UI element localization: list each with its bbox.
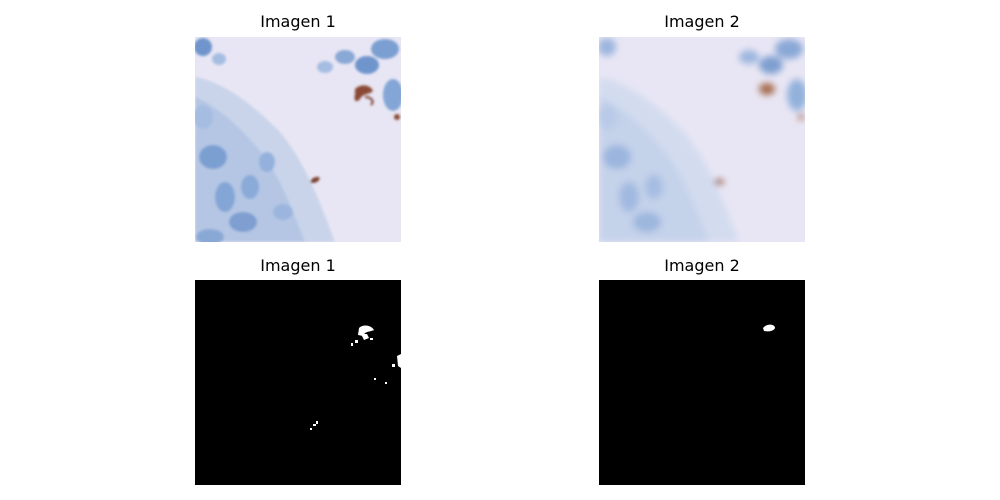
binary-mask-1 [195, 280, 401, 485]
panel-title-bottom-left: Imagen 1 [260, 256, 336, 275]
histology-image-1 [195, 37, 401, 242]
histology-image-2 [599, 37, 805, 242]
panel-title-top-right: Imagen 2 [664, 12, 740, 31]
panel-title-bottom-right: Imagen 2 [664, 256, 740, 275]
panel-title-top-left: Imagen 1 [260, 12, 336, 31]
binary-mask-2 [599, 280, 805, 485]
